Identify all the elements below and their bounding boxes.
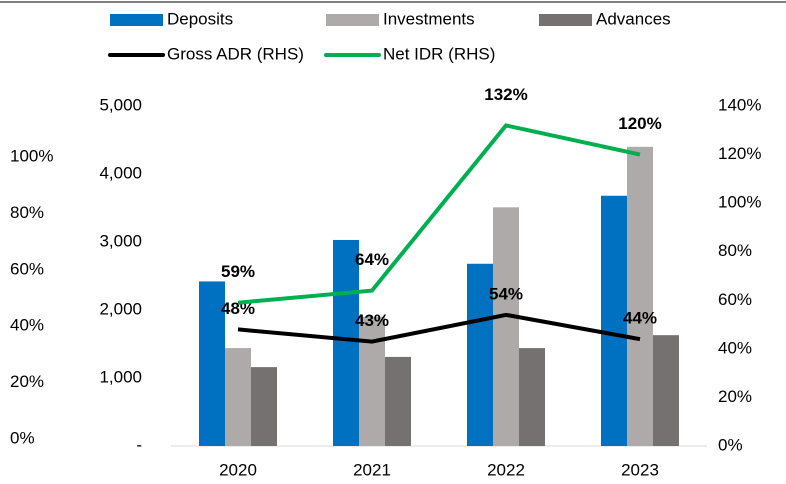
bar [333,239,359,446]
y-tick-label: 3,000 [99,231,142,250]
data-label: 64% [355,250,389,269]
legend-swatch [326,14,379,26]
bar [627,146,653,447]
bar [467,263,493,446]
y3-tick-label: 100% [10,146,53,165]
y2-tick-label: 80% [718,241,752,260]
legend-label: Deposits [167,9,233,28]
y-tick-label: 5,000 [99,95,142,114]
data-label: 54% [489,284,523,303]
bar [199,281,225,446]
x-tick-label: 2022 [487,460,525,479]
y2-tick-label: 0% [718,435,743,454]
legend-label: Investments [383,9,475,28]
x-tick-label: 2021 [353,460,391,479]
data-label: 59% [221,262,255,281]
y-tick-label: 2,000 [99,299,142,318]
bar [519,348,545,446]
y3-tick-label: 80% [10,203,44,222]
legend-label: Advances [596,9,671,28]
line-series [237,123,641,305]
bar [359,316,385,446]
x-tick-label: 2020 [219,460,257,479]
bar [225,348,251,446]
legend-swatch [110,14,163,26]
legend-swatch [539,14,592,26]
y2-tick-label: 40% [718,338,752,357]
y3-tick-label: 40% [10,316,44,335]
y2-tick-label: 120% [718,144,761,163]
bar [601,195,627,446]
y2-tick-label: 60% [718,290,752,309]
y2-tick-label: 20% [718,387,752,406]
legend-label: Gross ADR (RHS) [167,44,304,63]
y3-tick-label: 0% [10,428,35,447]
y-tick-label: - [136,435,142,454]
y-tick-label: 1,000 [99,367,142,386]
bar [385,356,411,446]
x-tick-label: 2023 [621,460,659,479]
y2-tick-label: 140% [718,95,761,114]
y-tick-label: 4,000 [99,163,142,182]
y2-tick-label: 100% [718,193,761,212]
data-label: 44% [623,309,657,328]
line-series [237,312,641,344]
y3-tick-label: 60% [10,259,44,278]
y3-tick-label: 20% [10,372,44,391]
data-label: 132% [484,85,527,104]
bar [653,335,679,446]
legend-label: Net IDR (RHS) [383,44,495,63]
data-label: 43% [355,311,389,330]
bar [493,207,519,446]
data-label: 120% [618,114,661,133]
bar [251,367,277,446]
